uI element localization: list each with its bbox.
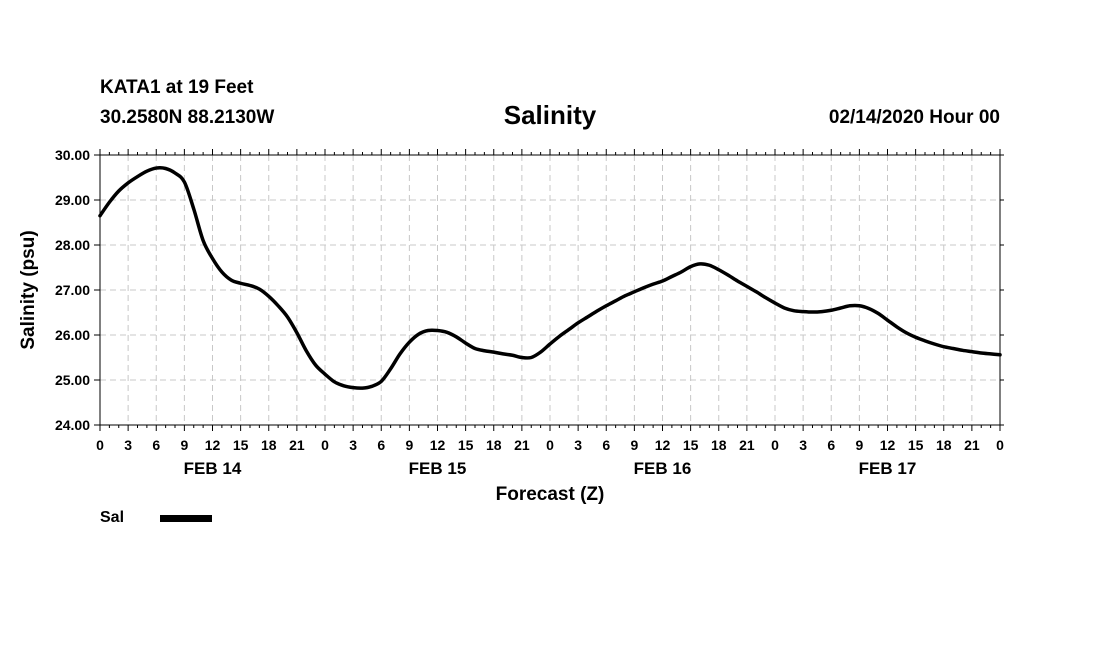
date-label: FEB 15 <box>409 459 467 478</box>
y-tick-label: 24.00 <box>55 417 90 433</box>
x-tick-label: 9 <box>630 437 638 453</box>
x-tick-label: 9 <box>405 437 413 453</box>
x-tick-label: 12 <box>655 437 671 453</box>
x-tick-label: 12 <box>430 437 446 453</box>
x-tick-label: 21 <box>964 437 980 453</box>
chart-title: Salinity <box>503 100 597 130</box>
x-tick-label: 9 <box>180 437 188 453</box>
x-tick-label: 21 <box>289 437 305 453</box>
x-tick-label: 0 <box>546 437 554 453</box>
date-label: FEB 14 <box>184 459 242 478</box>
x-tick-label: 6 <box>827 437 835 453</box>
x-tick-label: 3 <box>124 437 132 453</box>
x-axis-label: Forecast (Z) <box>496 484 605 505</box>
station-coordinates: 30.2580N 88.2130W <box>100 107 275 128</box>
x-tick-label: 21 <box>514 437 530 453</box>
y-axis-label: Salinity (psu) <box>18 230 39 349</box>
x-tick-label: 12 <box>880 437 896 453</box>
x-tick-label: 3 <box>349 437 357 453</box>
x-tick-label: 15 <box>233 437 249 453</box>
x-tick-label: 6 <box>377 437 385 453</box>
x-tick-label: 21 <box>739 437 755 453</box>
x-tick-label: 18 <box>486 437 502 453</box>
x-tick-label: 0 <box>771 437 779 453</box>
y-tick-label: 27.00 <box>55 282 90 298</box>
x-tick-label: 12 <box>205 437 221 453</box>
forecast-run-time: 02/14/2020 Hour 00 <box>828 107 1000 128</box>
y-tick-label: 25.00 <box>55 372 90 388</box>
y-tick-label: 28.00 <box>55 237 90 253</box>
date-label: FEB 17 <box>859 459 917 478</box>
x-tick-label: 18 <box>711 437 727 453</box>
x-tick-label: 0 <box>321 437 329 453</box>
date-label: FEB 16 <box>634 459 692 478</box>
station-label: KATA1 at 19 Feet <box>100 77 254 98</box>
legend-series-label: Sal <box>100 509 125 526</box>
x-tick-label: 18 <box>261 437 277 453</box>
x-tick-label: 9 <box>855 437 863 453</box>
grid-lines <box>100 155 1000 425</box>
x-tick-label: 3 <box>574 437 582 453</box>
series-line-salinity <box>98 166 1002 390</box>
x-tick-label: 6 <box>602 437 610 453</box>
x-tick-label: 0 <box>96 437 104 453</box>
x-tick-label: 6 <box>152 437 160 453</box>
axes: 24.00 25.00 26.00 27.00 28.00 29.00 30.00 0 3 6 9 1… <box>55 147 1004 478</box>
x-tick-label: 0 <box>996 437 1004 453</box>
legend: Sal <box>100 509 212 527</box>
x-tick-label: 15 <box>908 437 924 453</box>
y-tick-label: 29.00 <box>55 192 90 208</box>
x-tick-label: 15 <box>683 437 699 453</box>
data-series <box>98 166 1002 390</box>
x-tick-label: 18 <box>936 437 952 453</box>
x-tick-label: 3 <box>799 437 807 453</box>
legend-line-swatch <box>160 514 212 522</box>
y-tick-label: 30.00 <box>55 147 90 163</box>
x-tick-label: 15 <box>458 437 474 453</box>
y-tick-label: 26.00 <box>55 327 90 343</box>
